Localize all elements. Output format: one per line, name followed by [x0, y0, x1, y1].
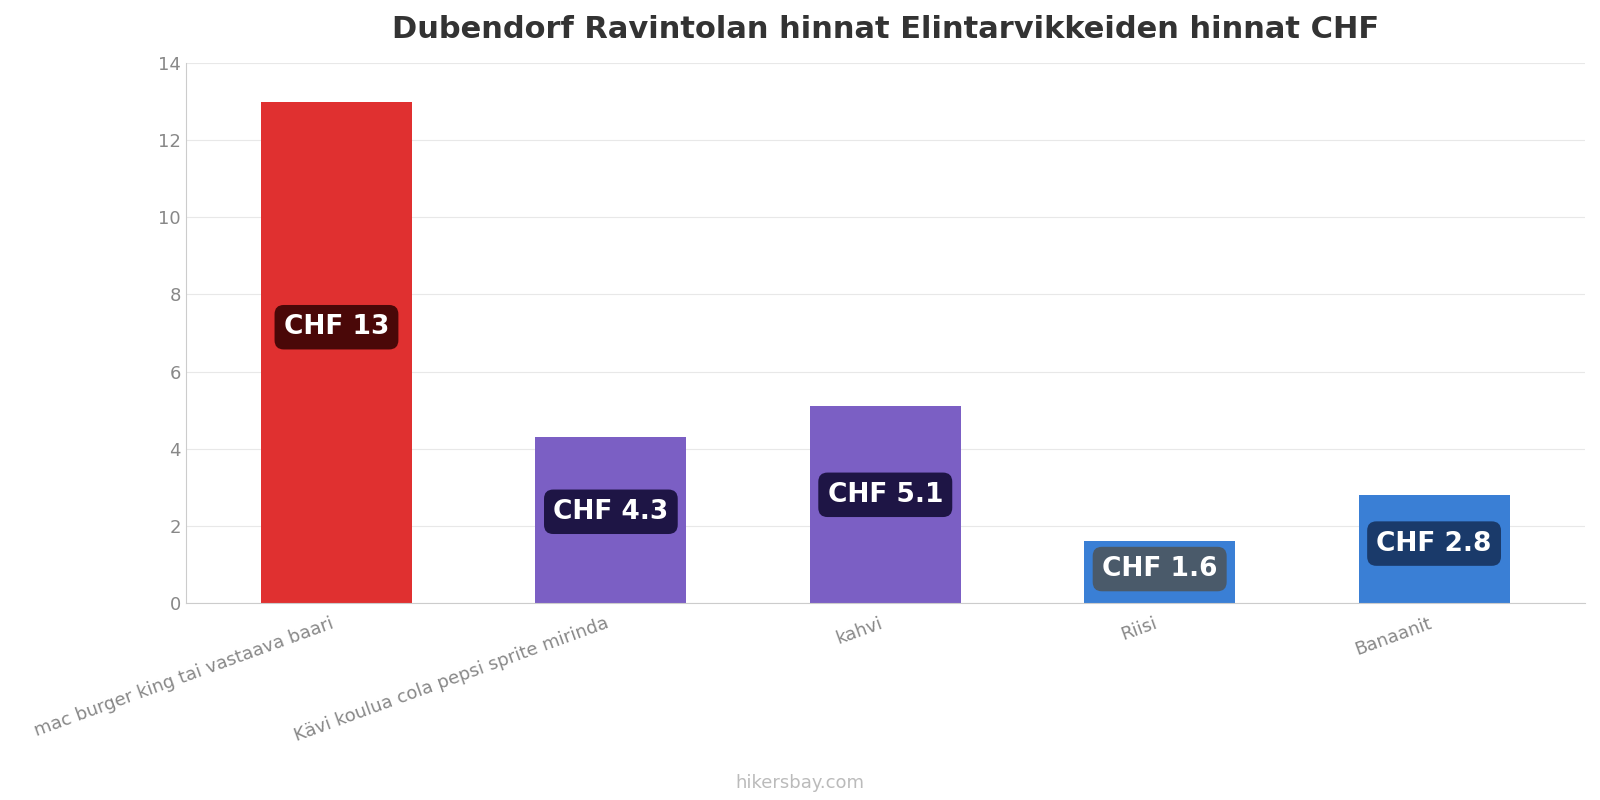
Text: CHF 4.3: CHF 4.3	[554, 498, 669, 525]
Title: Dubendorf Ravintolan hinnat Elintarvikkeiden hinnat CHF: Dubendorf Ravintolan hinnat Elintarvikke…	[392, 15, 1379, 44]
Text: hikersbay.com: hikersbay.com	[736, 774, 864, 792]
Text: CHF 13: CHF 13	[283, 314, 389, 340]
Text: CHF 5.1: CHF 5.1	[827, 482, 942, 508]
Text: CHF 2.8: CHF 2.8	[1376, 530, 1491, 557]
Text: CHF 1.6: CHF 1.6	[1102, 556, 1218, 582]
Bar	[810, 406, 960, 603]
Bar	[536, 437, 686, 603]
Bar	[1358, 495, 1509, 603]
Bar	[1085, 542, 1235, 603]
Bar	[261, 102, 411, 603]
